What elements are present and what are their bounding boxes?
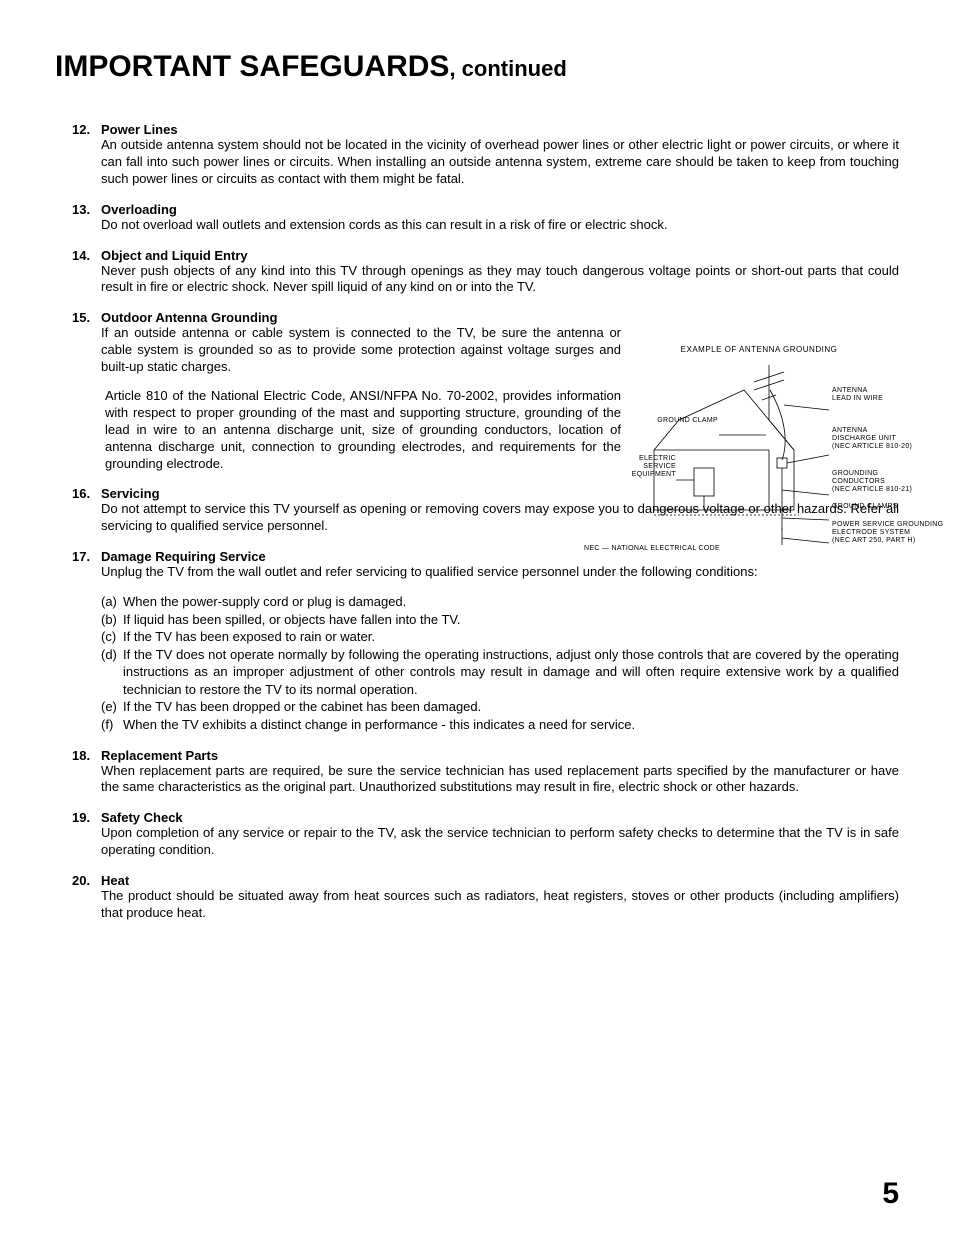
item-number: 15.	[72, 310, 90, 325]
item-12: 12. Power Lines An outside antenna syste…	[55, 122, 899, 188]
item-body: Unplug the TV from the wall outlet and r…	[101, 564, 899, 581]
item-17: 17. Damage Requiring Service Unplug the …	[55, 549, 899, 733]
item-title: Heat	[101, 873, 899, 888]
diagram-title: EXAMPLE OF ANTENNA GROUNDING	[594, 345, 924, 354]
item-body: Do not overload wall outlets and extensi…	[101, 217, 899, 234]
sub-item: (b)If liquid has been spilled, or object…	[101, 611, 899, 629]
page-title: IMPORTANT SAFEGUARDS, continued	[55, 50, 899, 84]
title-main: IMPORTANT SAFEGUARDS	[55, 50, 449, 83]
item-title: Power Lines	[101, 122, 899, 137]
label-ground-clamps: GROUND CLAMPS	[832, 503, 898, 511]
item-number: 13.	[72, 202, 90, 217]
item-title: Safety Check	[101, 810, 899, 825]
item-body: If an outside antenna or cable system is…	[101, 325, 621, 376]
title-continued: , continued	[449, 56, 566, 81]
label-grounding-conductors: GROUNDING CONDUCTORS (NEC ARTICLE 810-21…	[832, 470, 912, 494]
page-number: 5	[882, 1177, 899, 1211]
item-number: 16.	[72, 486, 90, 501]
label-antenna-lead: ANTENNA LEAD IN WIRE	[832, 387, 883, 403]
sub-item: (f)When the TV exhibits a distinct chang…	[101, 716, 899, 734]
item-number: 18.	[72, 748, 90, 763]
item-20: 20. Heat The product should be situated …	[55, 873, 899, 922]
label-electric-service: ELECTRIC SERVICE EQUIPMENT	[630, 455, 676, 479]
sub-item: (c)If the TV has been exposed to rain or…	[101, 628, 899, 646]
item-number: 12.	[72, 122, 90, 137]
label-nec: NEC — NATIONAL ELECTRICAL CODE	[584, 545, 720, 553]
item-number: 20.	[72, 873, 90, 888]
item-title: Overloading	[101, 202, 899, 217]
item-body: When replacement parts are required, be …	[101, 763, 899, 797]
item-number: 17.	[72, 549, 90, 564]
item-number: 14.	[72, 248, 90, 263]
label-discharge-unit: ANTENNA DISCHARGE UNIT (NEC ARTICLE 810-…	[832, 427, 912, 451]
item-title: Outdoor Antenna Grounding	[101, 310, 899, 325]
item-13: 13. Overloading Do not overload wall out…	[55, 202, 899, 234]
item-19: 19. Safety Check Upon completion of any …	[55, 810, 899, 859]
item-number: 19.	[72, 810, 90, 825]
antenna-grounding-diagram: EXAMPLE OF ANTENNA GROUNDING	[594, 345, 924, 555]
sub-item: (a)When the power-supply cord or plug is…	[101, 593, 899, 611]
sub-item: (d)If the TV does not operate normally b…	[101, 646, 899, 699]
item-body-2: Article 810 of the National Electric Cod…	[105, 388, 621, 472]
item-body: Never push objects of any kind into this…	[101, 263, 899, 297]
item-14: 14. Object and Liquid Entry Never push o…	[55, 248, 899, 297]
item-body: Upon completion of any service or repair…	[101, 825, 899, 859]
sub-item: (e)If the TV has been dropped or the cab…	[101, 698, 899, 716]
item-title: Replacement Parts	[101, 748, 899, 763]
item-body: The product should be situated away from…	[101, 888, 899, 922]
label-power-service: POWER SERVICE GROUNDING ELECTRODE SYSTEM…	[832, 521, 943, 545]
label-ground-clamp: GROUND CLAMP	[652, 417, 718, 425]
item-18: 18. Replacement Parts When replacement p…	[55, 748, 899, 797]
item-title: Object and Liquid Entry	[101, 248, 899, 263]
item-body: An outside antenna system should not be …	[101, 137, 899, 188]
sub-list: (a)When the power-supply cord or plug is…	[101, 593, 899, 733]
